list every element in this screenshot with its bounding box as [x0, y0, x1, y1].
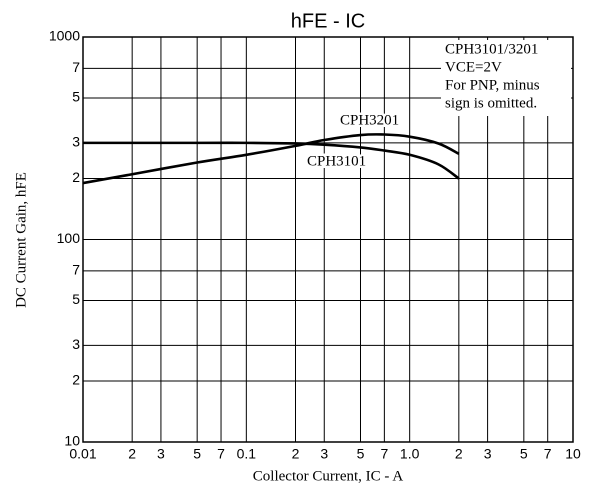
x-tick-label: 2	[128, 446, 136, 462]
y-tick-label: 2	[72, 169, 80, 185]
y-tick-label: 5	[72, 291, 80, 307]
annotation: CPH3101/3201	[445, 41, 538, 57]
x-tick-label: 5	[520, 446, 528, 462]
annotation: VCE=2V	[445, 59, 502, 75]
y-tick-label: 5	[72, 89, 80, 105]
series-line	[82, 141, 460, 180]
series-label: CPH3201	[340, 112, 399, 128]
x-tick-label: 0.01	[69, 446, 96, 462]
x-tick-label: 2	[455, 446, 463, 462]
y-tick-label: 3	[72, 336, 80, 352]
plot-frame	[82, 36, 574, 443]
series-line	[82, 133, 460, 185]
y-tick-label: 2	[72, 372, 80, 388]
x-tick-label: 3	[320, 446, 328, 462]
y-tick-label: 3	[72, 134, 80, 150]
x-tick-label: 5	[357, 446, 365, 462]
annotation: For PNP, minus	[445, 77, 540, 93]
x-tick-label: 3	[157, 446, 165, 462]
annotation-box	[441, 40, 571, 116]
x-tick-label: 0.1	[237, 446, 257, 462]
y-tick-label: 7	[72, 59, 80, 75]
x-tick-label: 7	[217, 446, 225, 462]
x-axis-label: Collector Current, IC - A	[253, 468, 404, 484]
x-tick-label: 10	[565, 446, 581, 462]
series-label: CPH3101	[307, 153, 366, 169]
x-tick-label: 3	[484, 446, 492, 462]
y-tick-label: 100	[57, 230, 81, 246]
y-tick-label: 10	[64, 433, 80, 449]
y-tick-label: 1000	[49, 28, 80, 44]
x-tick-label: 7	[544, 446, 552, 462]
x-tick-label: 7	[380, 446, 388, 462]
x-tick-label: 5	[193, 446, 201, 462]
curves	[82, 133, 460, 185]
y-axis-label: DC Current Gain, hFE	[13, 172, 29, 308]
x-tick-label: 1.0	[400, 446, 420, 462]
y-tick-label: 7	[72, 262, 80, 278]
annotation: sign is omitted.	[445, 95, 537, 111]
chart-title: hFE - IC	[291, 10, 365, 32]
x-tick-label: 2	[292, 446, 300, 462]
